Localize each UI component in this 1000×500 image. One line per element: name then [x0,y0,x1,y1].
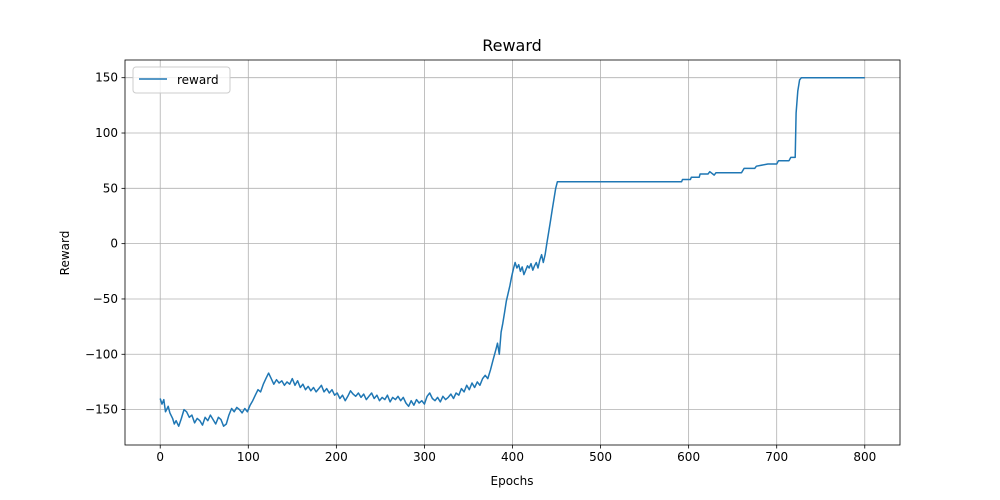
y-tick-label: 50 [103,181,118,195]
y-tick-label: 150 [95,71,118,85]
x-tick-label: 0 [156,450,164,464]
y-axis-label: Reward [58,231,72,276]
x-axis: 0 100 200 300 400 500 600 700 800 [156,445,876,464]
x-tick-label: 400 [501,450,524,464]
x-axis-label: Epochs [491,474,534,488]
x-tick-label: 200 [325,450,348,464]
y-axis: −150 −100 −50 0 50 100 150 [85,71,125,417]
x-tick-label: 100 [237,450,260,464]
legend-box [132,66,231,94]
y-tick-label: −100 [85,347,118,361]
y-tick-label: −50 [93,292,118,306]
reward-series-line [159,76,865,427]
y-tick-label: −150 [85,403,118,417]
x-tick-label: 500 [589,450,612,464]
grid [125,60,900,445]
x-tick-label: 600 [677,450,700,464]
x-tick-label: 700 [765,450,788,464]
x-tick-label: 300 [413,450,436,464]
x-tick-label: 800 [853,450,876,464]
y-tick-label: 100 [95,126,118,140]
legend-label-reward: reward [177,73,219,87]
chart-title: Reward [482,36,542,55]
legend: reward [132,66,231,94]
y-tick-label: 0 [110,237,118,251]
